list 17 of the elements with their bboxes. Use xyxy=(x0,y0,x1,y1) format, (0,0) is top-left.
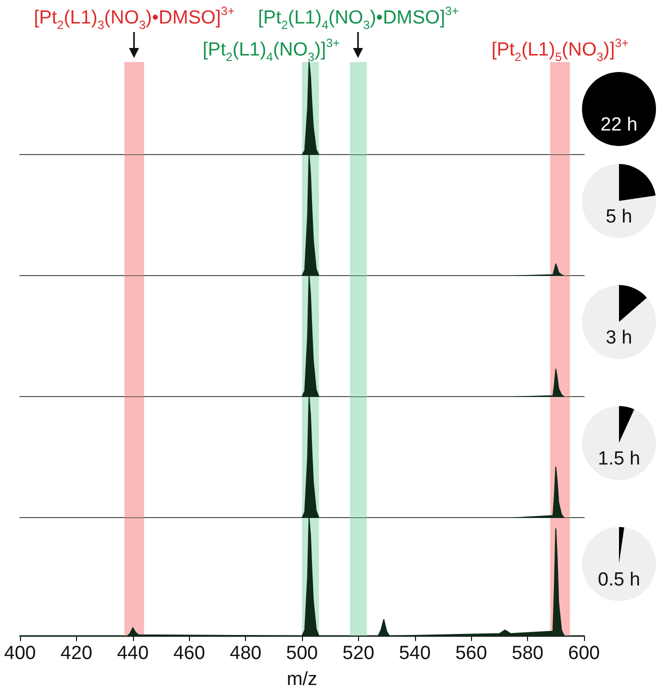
text: 3 h xyxy=(606,328,632,348)
x-tick-label: 600 xyxy=(568,643,600,664)
x-tick-label: 460 xyxy=(173,643,206,664)
x-tick-label: 500 xyxy=(286,643,318,664)
x-tick-label: 440 xyxy=(116,643,149,664)
text: 1.5 h xyxy=(598,448,640,470)
x-tick-label: 420 xyxy=(60,643,92,664)
x-tick-label: 580 xyxy=(512,643,544,664)
x-tick-label: 480 xyxy=(230,643,262,664)
text: 5 h xyxy=(606,206,632,228)
x-tick-label: 400 xyxy=(4,643,36,664)
x-axis-title: m/z xyxy=(286,669,318,690)
text: 22 h xyxy=(600,114,638,135)
x-tick-label: 560 xyxy=(455,643,488,664)
x-tick-label: 520 xyxy=(342,643,374,664)
x-tick-label: 540 xyxy=(398,643,431,664)
text: 0.5 h xyxy=(598,570,640,590)
